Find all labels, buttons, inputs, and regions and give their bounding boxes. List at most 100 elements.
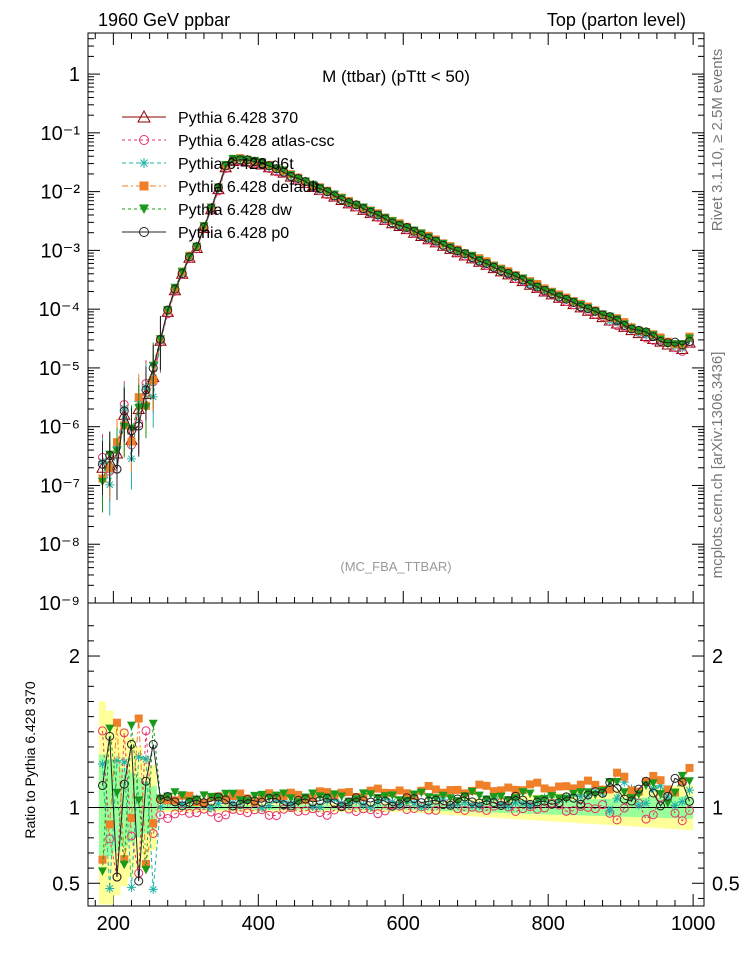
series-marker — [467, 797, 477, 807]
legend-label: Pythia 6.428 dw — [178, 202, 292, 219]
series-marker — [627, 796, 637, 806]
series-marker — [351, 200, 361, 210]
series-marker — [518, 275, 528, 285]
series-marker — [561, 792, 571, 802]
chart-title: M (ttbar) (pTtt < 50) — [322, 67, 470, 86]
ratio-plot-frame — [87, 602, 705, 907]
series-marker — [139, 158, 149, 168]
legend-label: Pythia 6.428 p0 — [178, 225, 289, 242]
series-marker — [242, 795, 252, 805]
series-marker — [300, 177, 310, 187]
series-marker — [555, 782, 564, 791]
series-marker — [641, 327, 651, 337]
series-marker — [497, 786, 506, 795]
series-marker — [139, 227, 149, 237]
series-marker — [685, 777, 695, 786]
y-tick-label: 10⁻⁹ — [39, 593, 80, 615]
ratio-tick-label-right: 1 — [712, 798, 723, 820]
series-marker — [402, 223, 412, 233]
series-marker — [518, 795, 528, 805]
series-marker — [395, 799, 405, 809]
series-marker — [380, 796, 390, 806]
series-marker — [416, 798, 426, 808]
series-marker — [134, 752, 144, 762]
series-marker — [264, 161, 274, 171]
series-marker — [605, 777, 615, 787]
series-marker — [97, 867, 107, 876]
series-marker — [228, 798, 238, 808]
series-marker — [656, 790, 666, 799]
series-marker — [279, 789, 289, 798]
series-marker — [467, 252, 477, 262]
series-marker — [373, 798, 383, 808]
series-marker — [605, 806, 615, 816]
series-marker — [344, 797, 354, 807]
series-marker — [257, 797, 267, 807]
series-marker — [308, 797, 318, 807]
series-marker — [265, 789, 274, 798]
series-marker — [431, 795, 441, 805]
series-marker — [627, 324, 637, 334]
series-marker — [656, 801, 666, 811]
series-marker — [221, 795, 231, 805]
series-marker — [192, 242, 202, 252]
series-marker — [134, 421, 144, 431]
series-marker — [503, 796, 513, 806]
mcplots-label: mcplots.cern.ch [arXiv:1306.3436] — [709, 352, 726, 579]
series-marker — [148, 363, 158, 373]
y-tick-label: 10⁻¹ — [41, 123, 81, 145]
series-marker — [148, 740, 158, 750]
series-marker — [373, 210, 383, 220]
header-left: 1960 GeV ppbar — [98, 10, 230, 30]
legend-label: Pythia 6.428 default — [178, 179, 320, 196]
series-marker — [235, 799, 245, 809]
legend-label: Pythia 6.428 atlas-csc — [178, 133, 335, 150]
series-marker — [453, 247, 463, 256]
series-marker — [228, 156, 238, 166]
series-marker — [119, 860, 129, 870]
ratio-y-axis-label: Ratio to Pythia 6.428 370 — [22, 681, 38, 838]
x-tick-label: 200 — [97, 913, 130, 935]
header-right: Top (parton level) — [547, 10, 686, 30]
series-marker — [598, 788, 608, 798]
series-marker — [641, 328, 651, 337]
series-marker — [163, 305, 173, 315]
series-marker — [547, 786, 556, 795]
series-marker — [583, 790, 593, 800]
series-marker — [590, 306, 600, 316]
series-marker — [685, 763, 694, 772]
series-marker — [358, 796, 368, 806]
series-marker — [170, 797, 180, 807]
series-marker — [540, 796, 550, 806]
series-marker — [139, 204, 149, 214]
series-marker — [511, 785, 520, 794]
series-marker — [337, 802, 347, 812]
series-marker — [641, 776, 651, 786]
series-marker — [293, 173, 303, 183]
ratio-series-line — [102, 736, 690, 882]
series-marker — [271, 811, 281, 821]
series-marker — [569, 793, 579, 803]
series-marker — [634, 784, 644, 794]
series-marker — [634, 327, 644, 336]
series-marker — [126, 721, 136, 731]
series-marker — [489, 262, 499, 272]
series-marker — [677, 816, 687, 826]
series-marker — [685, 337, 695, 347]
series-marker — [656, 336, 666, 346]
series-marker — [329, 798, 339, 808]
series-marker — [163, 813, 173, 823]
series-marker — [612, 815, 622, 825]
ratio-plot: 200 400 600 800 1000 0.5 0.5 1 1 2 2 — [52, 602, 740, 935]
series-marker — [206, 203, 216, 213]
series-marker — [518, 788, 528, 797]
series-marker — [322, 187, 332, 197]
series-marker — [380, 214, 390, 224]
legend-entry: Pythia 6.428 d6t — [122, 156, 294, 173]
series-marker — [438, 240, 448, 250]
series-marker — [496, 792, 506, 802]
x-tick-label: 400 — [242, 913, 275, 935]
analysis-label: (MC_FBA_TTBAR) — [340, 559, 451, 574]
ratio-series-5 — [97, 731, 695, 886]
